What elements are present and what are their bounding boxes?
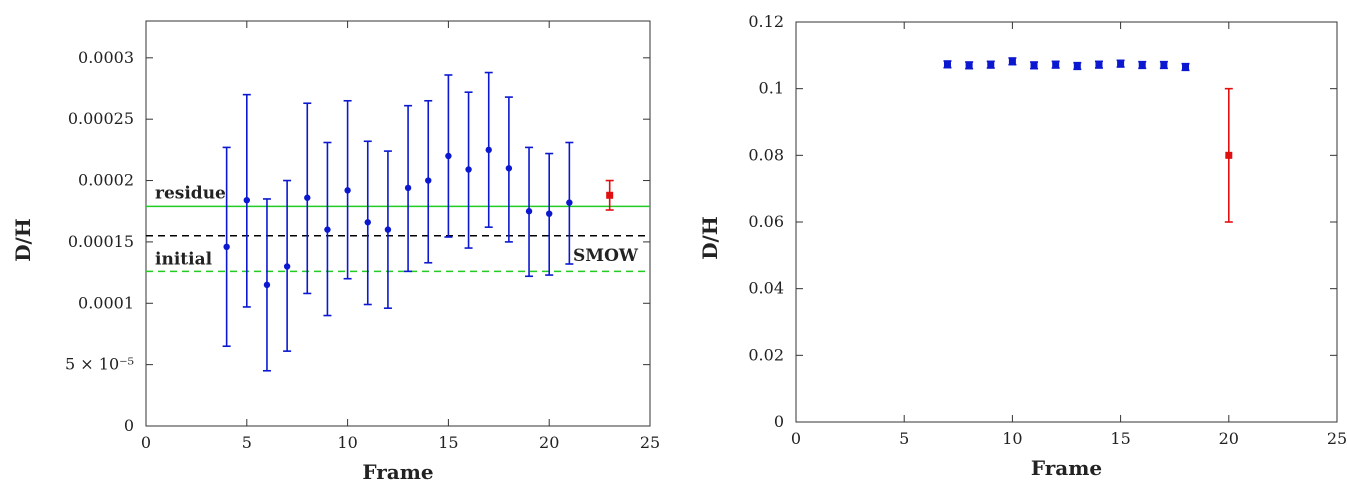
data-point (1225, 151, 1233, 159)
x-tick-label: 0 (791, 429, 801, 448)
data-point (263, 281, 271, 289)
data-point (445, 152, 452, 160)
reference-label-initial: initial (155, 249, 213, 269)
x-tick-label: 5 (242, 433, 252, 452)
data-point (485, 146, 492, 154)
x-tick-label: 15 (1110, 429, 1130, 448)
y-tick-label: 5 × 10⁻⁵ (65, 355, 134, 374)
x-axis-label: Frame (362, 460, 433, 484)
y-tick-label: 0.1 (759, 79, 784, 98)
data-point (324, 226, 331, 233)
x-tick-label: 0 (141, 433, 151, 452)
data-point (1182, 63, 1190, 71)
x-tick-label: 10 (337, 433, 357, 452)
y-tick-label: 0 (124, 416, 134, 435)
series-2 (1224, 87, 1233, 223)
x-tick-label: 5 (899, 429, 909, 448)
plot-frame (795, 21, 1338, 423)
y-tick-label: 0.0001 (78, 293, 134, 312)
x-tick-label: 10 (1002, 429, 1022, 448)
data-point (1095, 61, 1103, 69)
data-point (1117, 60, 1125, 68)
data-point (943, 60, 951, 68)
y-tick-label: 0.02 (748, 345, 784, 364)
data-point (364, 219, 371, 226)
series-1 (943, 57, 1190, 72)
data-point (404, 184, 412, 192)
x-tick-label: 20 (539, 433, 559, 452)
chart-panel-1: 0 5 10 15 20 25 0 5 × 10⁻⁵ 0.0001 0.00015 0.0002 0.… (11, 20, 660, 484)
data-point (1138, 61, 1146, 69)
y-tick-label: 0.00015 (68, 232, 134, 251)
data-point (965, 61, 973, 69)
data-point (1052, 61, 1060, 69)
data-point (566, 199, 573, 206)
x-tick-label: 25 (1327, 429, 1347, 448)
reference-label-residue: residue (155, 183, 226, 203)
y-tick-label: 0 (774, 412, 784, 431)
x-axis-label: Frame (1031, 456, 1102, 480)
data-point (344, 187, 351, 194)
data-point (425, 177, 432, 184)
y-tick-label: 0.0002 (78, 171, 134, 190)
x-tick-label: 20 (1219, 429, 1239, 448)
data-point (606, 191, 614, 199)
data-point (505, 165, 513, 172)
data-point (465, 166, 472, 173)
data-point (546, 210, 553, 217)
y-tick-label: 0.08 (748, 145, 784, 164)
y-tick-label: 0.04 (748, 279, 784, 298)
data-point (304, 194, 311, 201)
data-point (987, 61, 995, 69)
y-tick-label: 0.0003 (78, 48, 134, 67)
series-2 (605, 179, 614, 211)
data-point (1160, 61, 1168, 69)
series-1 (222, 71, 574, 372)
x-tick-label: 25 (640, 433, 660, 452)
reference-label-smow: SMOW (573, 246, 639, 266)
y-axis-label: D/H (698, 216, 722, 260)
y-tick-label: 0.12 (748, 12, 784, 31)
data-point (223, 243, 230, 251)
y-axis-label: D/H (11, 218, 35, 262)
data-point (1008, 57, 1016, 65)
data-point (384, 226, 392, 233)
y-tick-label: 0.06 (748, 212, 784, 231)
data-point (1030, 61, 1038, 69)
chart-panel-2: 0 5 10 15 20 25 0 0.02 0.04 0.06 0.08 0.1 0.12 Frame D… (698, 12, 1347, 480)
y-tick-label: 0.00025 (68, 109, 134, 128)
data-point (283, 263, 291, 270)
plot-frame (145, 20, 651, 427)
data-point (243, 196, 250, 204)
data-point (1073, 62, 1081, 70)
x-tick-label: 15 (438, 433, 458, 452)
data-point (525, 208, 533, 215)
